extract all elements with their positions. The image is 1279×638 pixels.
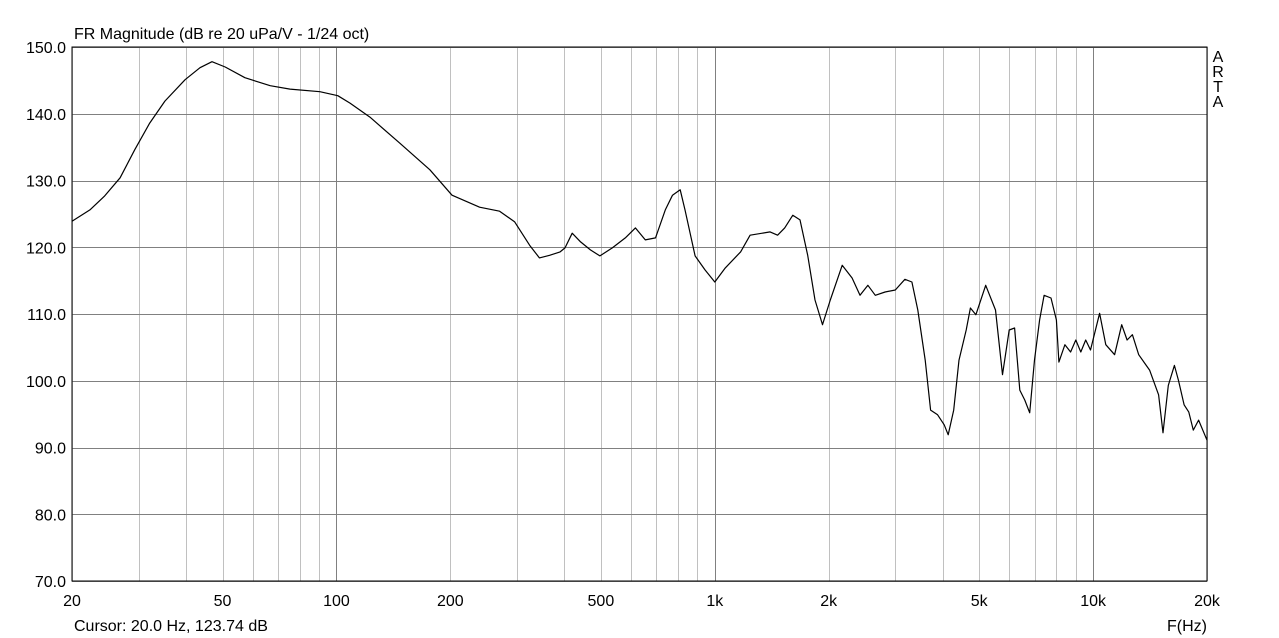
y-tick-label: 130.0 bbox=[26, 174, 66, 191]
y-tick-label: 80.0 bbox=[35, 507, 66, 524]
y-tick-label: 110.0 bbox=[27, 307, 66, 324]
y-tick-label: 70.0 bbox=[35, 574, 66, 591]
x-axis-ticks: 20 50 100 200 500 1k 2k 5k 10k 20k bbox=[63, 593, 1221, 610]
cursor-readout: Cursor: 20.0 Hz, 123.74 dB bbox=[74, 618, 268, 635]
x-tick-label: 1k bbox=[706, 593, 724, 610]
x-tick-label: 5k bbox=[971, 593, 989, 610]
plot-frame bbox=[71, 46, 1208, 582]
x-axis-label: F(Hz) bbox=[1167, 618, 1207, 635]
x-tick-label: 50 bbox=[214, 593, 232, 610]
x-tick-label: 500 bbox=[588, 593, 615, 610]
y-axis-ticks: 70.0 80.0 90.0 100.0 110.0 120.0 130.0 140.0 150… bbox=[26, 40, 66, 591]
y-tick-label: 100.0 bbox=[26, 374, 66, 391]
watermark-letter: R bbox=[1212, 64, 1224, 81]
x-tick-label: 20 bbox=[63, 593, 81, 610]
watermark-letter: A bbox=[1213, 49, 1224, 66]
y-tick-label: 90.0 bbox=[35, 441, 66, 458]
fr-magnitude-line bbox=[71, 61, 1208, 441]
y-tick-label: 140.0 bbox=[26, 107, 66, 124]
curve-layer bbox=[71, 61, 1208, 441]
x-tick-label: 20k bbox=[1194, 593, 1221, 610]
y-tick-label: 150.0 bbox=[26, 40, 66, 57]
watermark-letter: A bbox=[1213, 94, 1224, 111]
watermark-letter: T bbox=[1213, 79, 1223, 96]
grid bbox=[72, 47, 1208, 582]
y-tick-label: 120.0 bbox=[26, 240, 66, 257]
chart-title: FR Magnitude (dB re 20 uPa/V - 1/24 oct) bbox=[74, 26, 369, 43]
x-tick-label: 10k bbox=[1080, 593, 1107, 610]
x-tick-label: 100 bbox=[323, 593, 350, 610]
x-tick-label: 200 bbox=[437, 593, 464, 610]
x-tick-label: 2k bbox=[820, 593, 838, 610]
